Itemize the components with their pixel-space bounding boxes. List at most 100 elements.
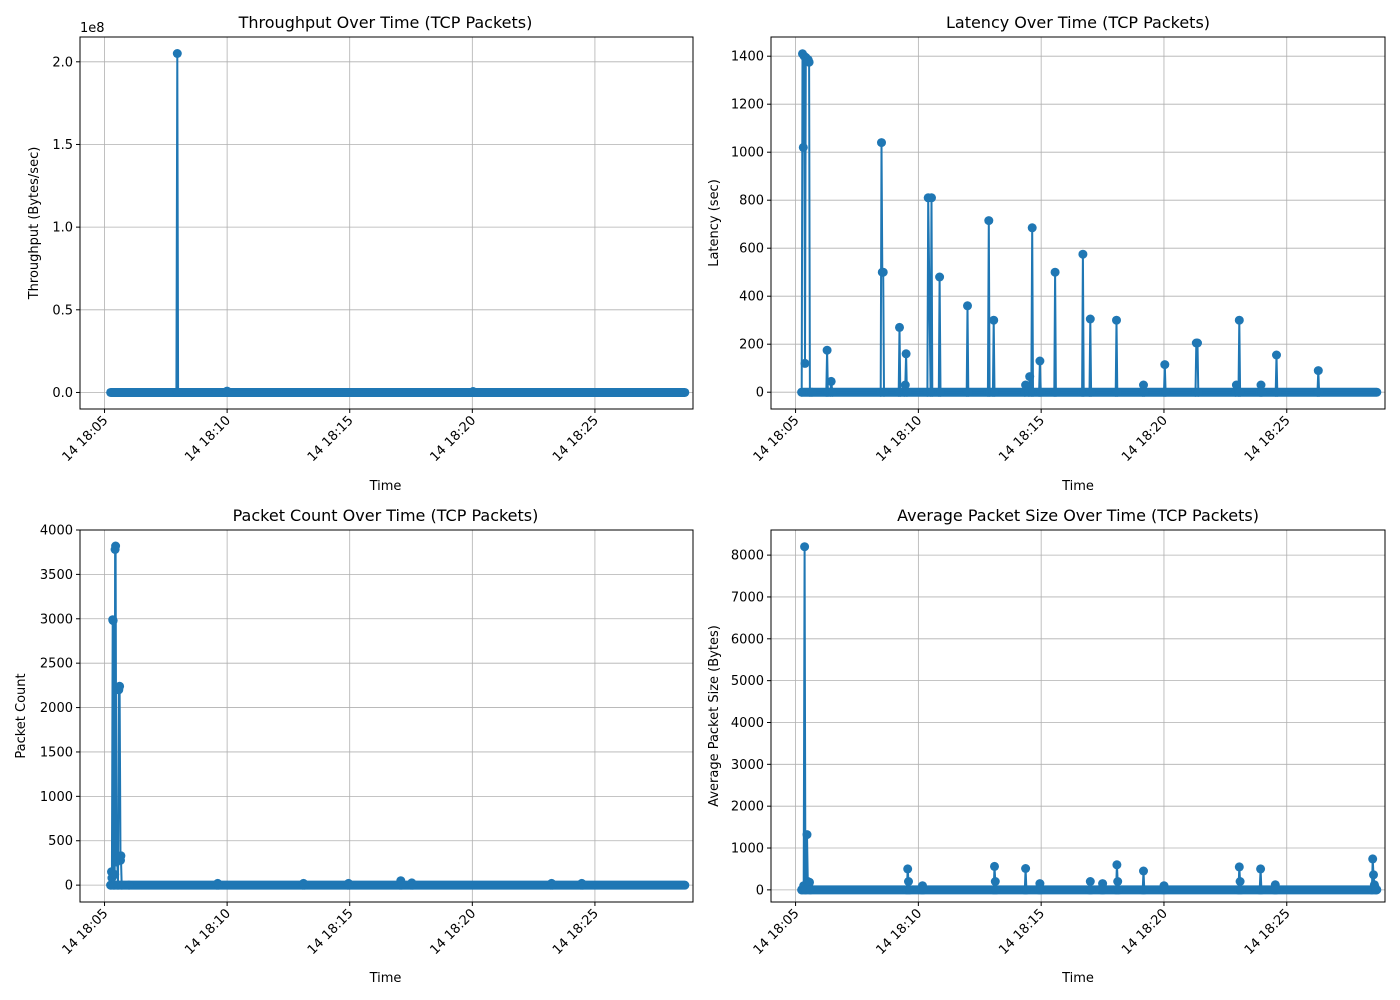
data-point — [1371, 885, 1381, 895]
axes-frame — [770, 529, 1386, 903]
data-point — [1160, 360, 1170, 370]
data-point — [1086, 387, 1096, 397]
data-point — [1234, 862, 1244, 872]
data-point — [214, 880, 223, 890]
data-point — [822, 345, 832, 355]
y-axis-label: Throughput (Bytes/sec) — [27, 147, 42, 301]
y-tick-label: 2.0 — [52, 55, 73, 70]
x-tick-label: 14 18:15 — [996, 906, 1048, 958]
data-point — [1098, 885, 1108, 895]
chart-title: Throughput Over Time (TCP Packets) — [238, 13, 533, 32]
y-tick-label: 0 — [756, 386, 764, 401]
data-point — [1021, 885, 1031, 895]
y-tick-label: 6000 — [731, 632, 764, 647]
data-point — [797, 387, 807, 397]
series-line — [109, 545, 685, 887]
data-point — [1139, 866, 1148, 876]
data-point — [1313, 366, 1323, 376]
x-tick-label: 14 18:10 — [182, 413, 234, 465]
data-point — [578, 880, 588, 890]
data-point — [222, 386, 232, 396]
x-tick-label: 14 18:15 — [996, 413, 1048, 465]
x-tick-label: 14 18:15 — [305, 906, 357, 958]
x-tick-label: 14 18:25 — [550, 413, 602, 465]
x-tick-label: 14 18:20 — [1119, 906, 1171, 958]
data-point — [1235, 387, 1245, 397]
data-point — [879, 387, 889, 397]
data-point — [1231, 380, 1241, 390]
data-point — [108, 616, 118, 626]
data-point — [124, 880, 134, 890]
data-point — [1112, 860, 1122, 870]
data-point — [805, 885, 815, 895]
x-tick-label: 14 18:20 — [427, 906, 479, 958]
y-tick-label: 4000 — [731, 716, 764, 731]
y-tick-label: 500 — [48, 834, 73, 849]
data-point — [1112, 315, 1121, 325]
y-tick-label: 2000 — [731, 800, 764, 815]
data-point — [1139, 380, 1148, 390]
data-point — [172, 49, 182, 58]
data-point — [918, 885, 928, 895]
x-tick-label: 14 18:05 — [751, 413, 803, 465]
data-point — [895, 322, 904, 332]
data-point — [927, 387, 937, 397]
data-point — [1113, 877, 1123, 886]
data-point — [1139, 885, 1149, 895]
data-point — [804, 57, 814, 67]
y-tick-label: 400 — [739, 290, 764, 305]
data-point — [1025, 372, 1035, 382]
y-tick-label: 5000 — [731, 674, 764, 689]
x-tick-label: 14 18:05 — [60, 906, 112, 958]
y-tick-label: 0 — [65, 879, 73, 894]
y-tick-label: 1500 — [40, 745, 73, 760]
data-point — [1021, 380, 1031, 390]
y-tick-label: 1.0 — [52, 221, 73, 236]
x-tick-label: 14 18:10 — [873, 906, 925, 958]
data-point — [1256, 864, 1266, 874]
data-point — [115, 681, 125, 691]
x-tick-label: 14 18:25 — [550, 906, 602, 958]
y-tick-label: 1200 — [731, 98, 764, 113]
data-point — [1256, 885, 1266, 895]
data-point — [1114, 885, 1123, 895]
y-tick-label: 1000 — [731, 842, 764, 857]
packet-count-chart: Packet Count Over Time (TCP Packets) Tim… — [14, 506, 694, 986]
data-point — [1234, 315, 1244, 325]
x-tick-label: 14 18:10 — [182, 906, 234, 958]
y-tick-label: 0 — [756, 883, 764, 898]
data-point — [1236, 885, 1246, 895]
data-point — [901, 349, 911, 359]
data-point — [984, 216, 994, 226]
chart-title: Packet Count Over Time (TCP Packets) — [233, 506, 539, 525]
x-tick-label: 14 18:25 — [1242, 413, 1294, 465]
data-point — [1036, 885, 1046, 895]
data-point — [173, 388, 183, 397]
data-point — [117, 880, 127, 890]
data-point — [989, 315, 999, 325]
data-point — [990, 861, 999, 871]
data-point — [110, 870, 120, 879]
data-point — [936, 387, 945, 397]
data-point — [1272, 350, 1281, 360]
x-tick-label: 14 18:05 — [751, 906, 803, 958]
data-point — [800, 358, 810, 368]
data-point — [798, 142, 808, 152]
y-tick-label: 2500 — [40, 657, 73, 672]
data-point — [1272, 387, 1282, 397]
data-point — [408, 880, 418, 890]
data-point — [991, 885, 1001, 895]
data-point — [826, 376, 836, 386]
data-point — [299, 880, 309, 890]
y-tick-label: 800 — [739, 194, 764, 209]
data-point — [1085, 314, 1095, 324]
data-point — [397, 880, 407, 890]
y-axis-label: Packet Count — [14, 673, 29, 758]
y-axis-label: Average Packet Size (Bytes) — [707, 625, 722, 807]
y-offset-label: 1e8 — [80, 21, 105, 36]
data-point — [344, 880, 354, 890]
data-point — [927, 193, 936, 203]
y-tick-label: 3500 — [40, 568, 73, 583]
data-point — [1112, 387, 1122, 397]
data-point — [963, 301, 972, 311]
